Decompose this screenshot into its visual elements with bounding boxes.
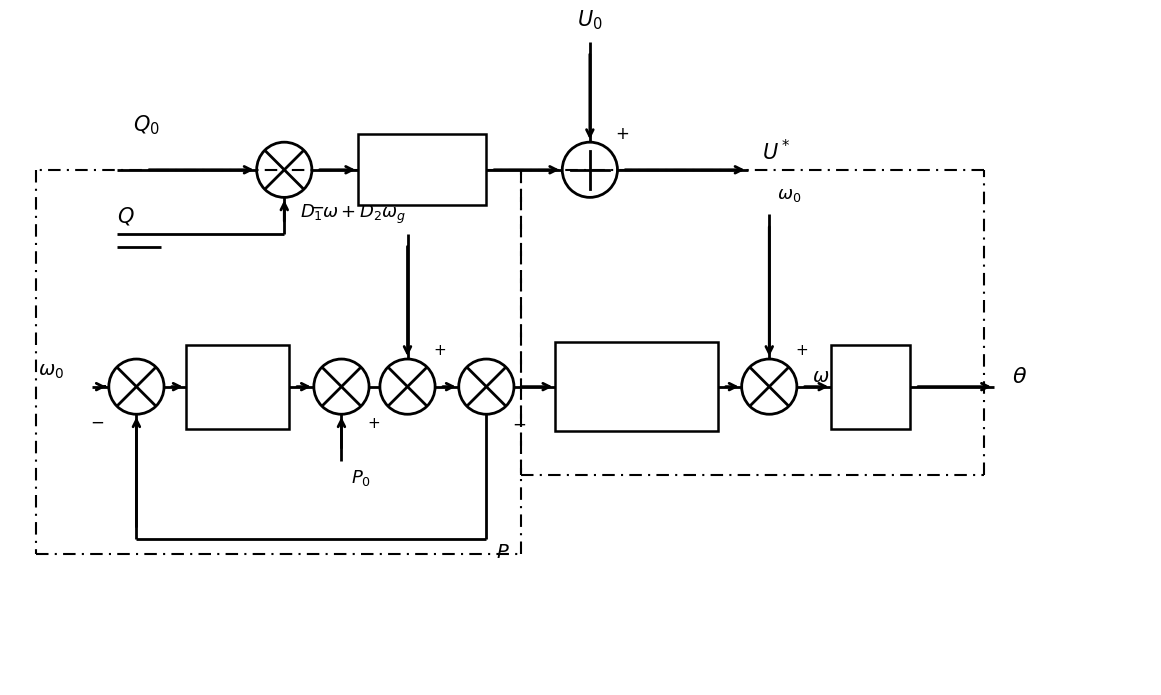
Text: $-$: $-$ [89, 414, 104, 431]
Text: $D_1\omega + D_2\omega_g$: $D_1\omega + D_2\omega_g$ [300, 202, 406, 226]
Text: $\theta$: $\theta$ [1011, 366, 1027, 388]
Text: $1$: $1$ [630, 355, 642, 373]
Text: $P$: $P$ [496, 544, 510, 562]
Bar [359, 134, 486, 205]
Text: $U^*$: $U^*$ [763, 140, 791, 165]
Text: $U_0$: $U_0$ [577, 8, 603, 32]
Text: $+$: $+$ [433, 344, 447, 358]
Bar [831, 345, 910, 429]
Text: $+$: $+$ [367, 417, 381, 431]
Text: $Q_0$: $Q_0$ [132, 113, 160, 137]
Text: $s$: $s$ [865, 400, 877, 417]
Bar [186, 345, 289, 429]
Text: $-$: $-$ [512, 416, 526, 432]
Text: $+$: $+$ [795, 344, 808, 358]
Text: $-$: $-$ [310, 199, 324, 215]
Text: $J\omega_0 s$: $J\omega_0 s$ [616, 399, 657, 420]
Bar [555, 342, 717, 431]
Text: $Q$: $Q$ [117, 205, 135, 227]
Text: $+$: $+$ [615, 126, 629, 142]
Text: $1$: $1$ [231, 356, 244, 374]
Text: $\omega$: $\omega$ [812, 368, 829, 386]
Text: $\omega_0$: $\omega_0$ [777, 186, 801, 204]
Text: $m$: $m$ [229, 400, 246, 417]
Text: $1$: $1$ [865, 356, 877, 374]
Text: $\omega_0$: $\omega_0$ [38, 363, 64, 381]
Text: $n$: $n$ [413, 156, 431, 183]
Text: $P_0$: $P_0$ [352, 468, 372, 489]
